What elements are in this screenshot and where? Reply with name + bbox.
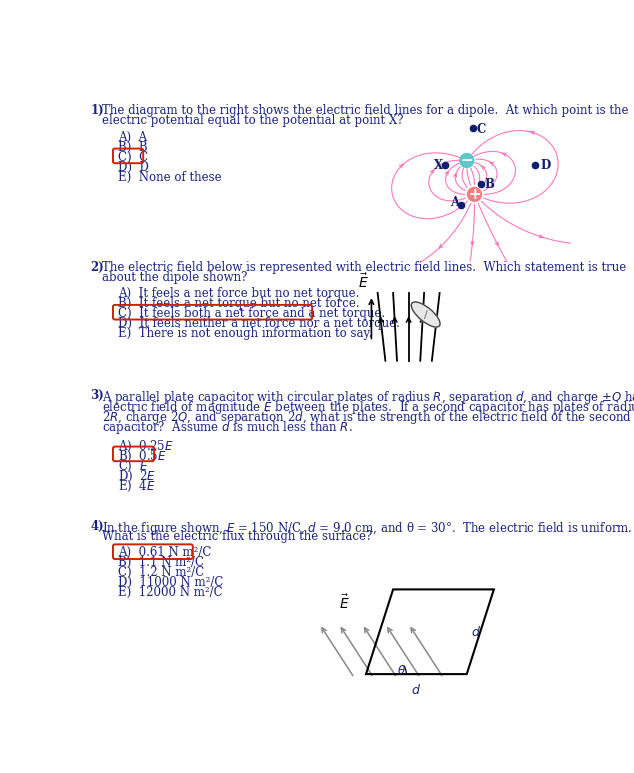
Text: C)  C: C) C bbox=[118, 151, 148, 164]
Text: $d$: $d$ bbox=[411, 683, 422, 697]
Text: The diagram to the right shows the electric field lines for a dipole.  At which : The diagram to the right shows the elect… bbox=[103, 104, 629, 117]
Text: X: X bbox=[434, 159, 443, 172]
Text: $d$: $d$ bbox=[472, 625, 481, 638]
Text: A)  A: A) A bbox=[118, 131, 147, 144]
Text: electric field of magnitude $E$ between the plates.  If a second capacitor has p: electric field of magnitude $E$ between … bbox=[103, 399, 634, 416]
Text: about the dipole shown?: about the dipole shown? bbox=[103, 271, 248, 284]
Text: B)  B: B) B bbox=[118, 141, 148, 154]
Text: D)  It feels neither a net force nor a net torque.: D) It feels neither a net force nor a ne… bbox=[118, 317, 400, 330]
Text: +: + bbox=[468, 187, 481, 202]
Text: $\theta$: $\theta$ bbox=[397, 664, 406, 676]
Text: 4): 4) bbox=[90, 520, 104, 533]
Text: The electric field below is represented with electric field lines.  Which statem: The electric field below is represented … bbox=[103, 261, 627, 274]
Text: B: B bbox=[484, 178, 495, 191]
Text: $\vec{E}$: $\vec{E}$ bbox=[339, 593, 350, 611]
Text: −: − bbox=[460, 153, 473, 168]
Text: 1): 1) bbox=[90, 104, 104, 117]
Text: D)  2$E$: D) 2$E$ bbox=[118, 468, 157, 484]
Text: electric potential equal to the potential at point X?: electric potential equal to the potentia… bbox=[103, 114, 404, 128]
Text: A parallel plate capacitor with circular plates of radius $R$, separation $d$, a: A parallel plate capacitor with circular… bbox=[103, 390, 634, 406]
Text: capacitor?  Assume $d$ is much less than $R$.: capacitor? Assume $d$ is much less than … bbox=[103, 419, 353, 436]
Circle shape bbox=[460, 154, 474, 168]
Text: A)  0.25$E$: A) 0.25$E$ bbox=[118, 438, 174, 454]
Text: A)  0.61 N m²/C: A) 0.61 N m²/C bbox=[118, 547, 211, 560]
Text: E)  12000 N m²/C: E) 12000 N m²/C bbox=[118, 587, 223, 599]
Text: B)  It feels a net torque but no net force.: B) It feels a net torque but no net forc… bbox=[118, 297, 359, 310]
Text: D: D bbox=[540, 159, 550, 172]
Text: In the figure shown, $E$ = 150 N/C, $d$ = 9.0 cm, and θ = 30°.  The electric fie: In the figure shown, $E$ = 150 N/C, $d$ … bbox=[103, 520, 633, 537]
Text: $\vec{E}$: $\vec{E}$ bbox=[358, 273, 369, 291]
Text: C)  It feels both a net force and a net torque.: C) It feels both a net force and a net t… bbox=[118, 307, 385, 320]
Text: /: / bbox=[424, 309, 427, 319]
Text: B)  1.1 N m²/C: B) 1.1 N m²/C bbox=[118, 557, 204, 569]
Text: C)  $E$: C) $E$ bbox=[118, 458, 148, 474]
Text: A)  It feels a net force but no net torque.: A) It feels a net force but no net torqu… bbox=[118, 287, 359, 300]
Ellipse shape bbox=[411, 302, 440, 327]
Text: D)  11000 N m²/C: D) 11000 N m²/C bbox=[118, 577, 223, 589]
Text: E)  None of these: E) None of these bbox=[118, 171, 222, 183]
Text: E)  There is not enough information to say.: E) There is not enough information to sa… bbox=[118, 327, 372, 340]
Circle shape bbox=[467, 188, 481, 201]
Text: 3): 3) bbox=[90, 390, 104, 402]
Text: C: C bbox=[477, 123, 486, 136]
Text: A: A bbox=[451, 196, 460, 209]
Text: 2$R$, charge 2$Q$, and separation 2$d$, what is the strength of the electric fie: 2$R$, charge 2$Q$, and separation 2$d$, … bbox=[103, 409, 632, 426]
Text: What is the electric flux through the surface?: What is the electric flux through the su… bbox=[103, 530, 373, 543]
Text: B)  0.5$E$: B) 0.5$E$ bbox=[118, 448, 167, 464]
Text: 2): 2) bbox=[90, 261, 104, 274]
Text: D)  D: D) D bbox=[118, 161, 149, 173]
Text: E)  4$E$: E) 4$E$ bbox=[118, 478, 155, 494]
Text: C)  1.2 N m²/C: C) 1.2 N m²/C bbox=[118, 567, 204, 579]
